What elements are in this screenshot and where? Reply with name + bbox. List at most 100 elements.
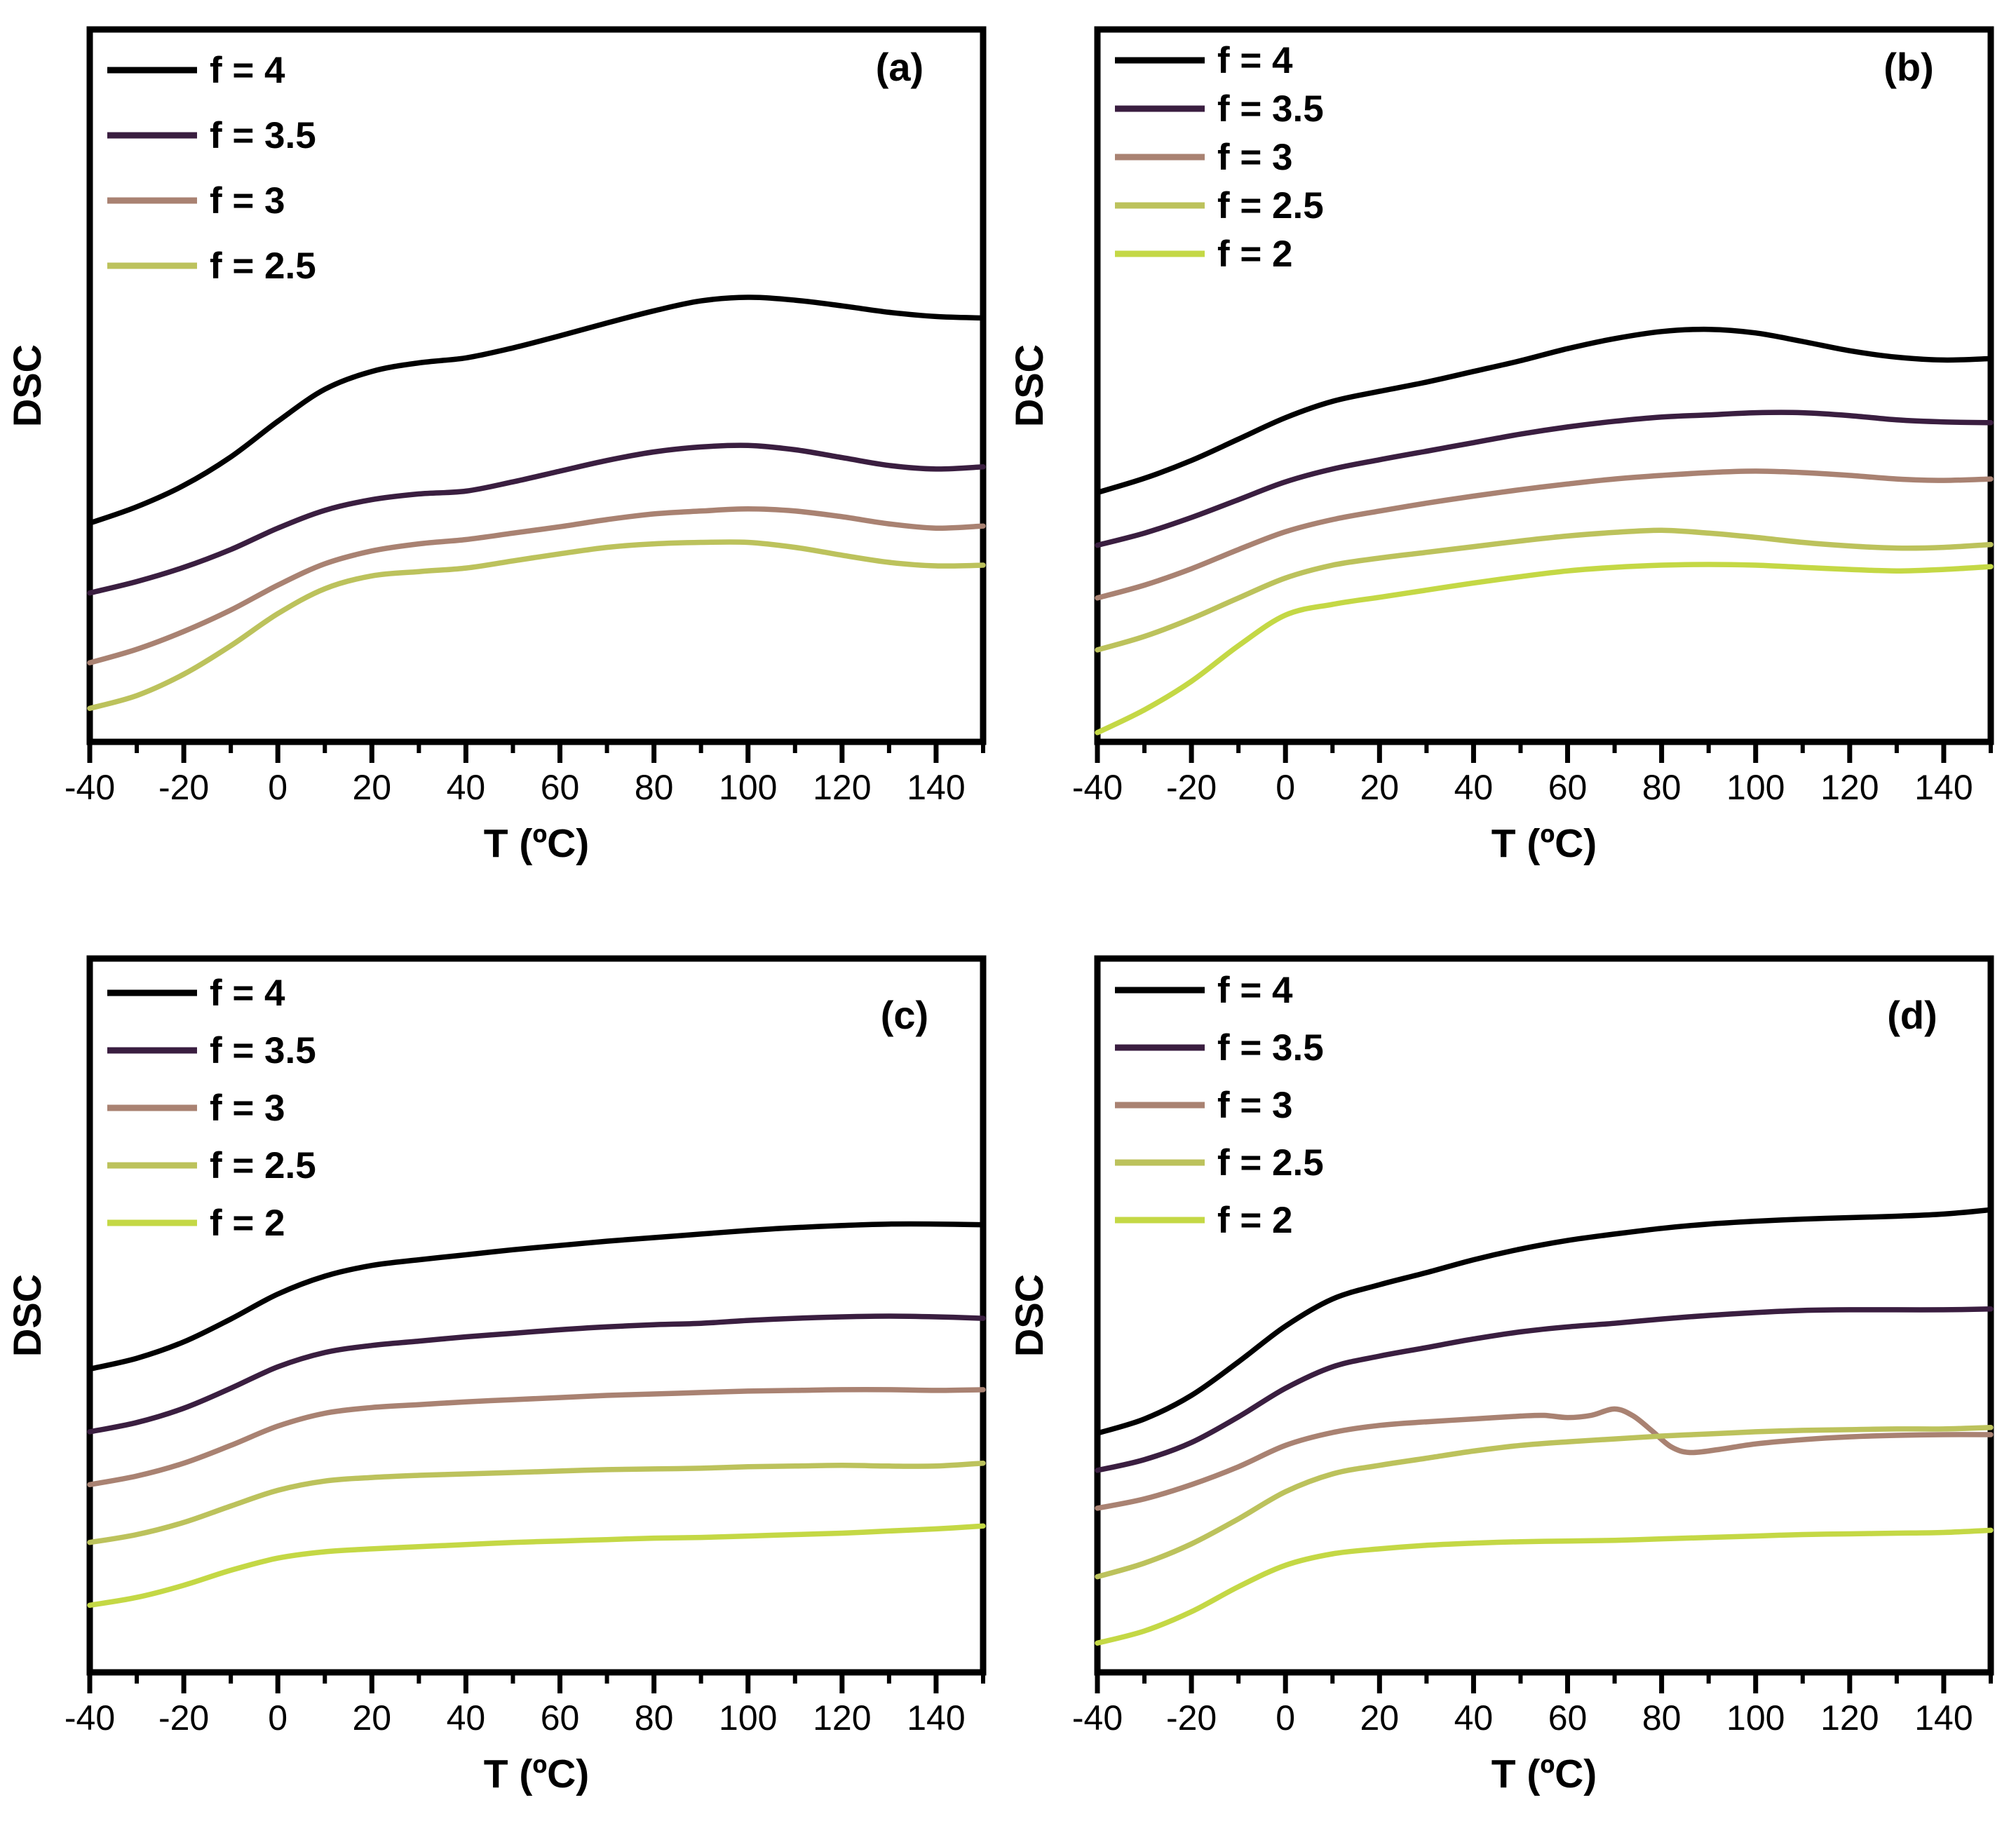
legend-label: f = 3.5 — [1217, 1027, 1324, 1069]
legend-item: f = 2 — [1115, 1200, 1293, 1241]
dsc-plot-panel-a: -40 -20 0 20 40 60 80 100 120 140 T (ºC) DSC (a) f = … — [5, 26, 987, 866]
legend-label: f = 4 — [1217, 40, 1293, 81]
legend-label: f = 4 — [210, 973, 285, 1014]
x-axis-title: T (ºC) — [1491, 821, 1597, 866]
x-tick-label: -20 — [1166, 1698, 1217, 1738]
y-axis-title: DSC — [5, 344, 49, 427]
legend-label: f = 2 — [210, 1203, 285, 1244]
curves — [1095, 326, 1994, 736]
panel-letter: (c) — [881, 993, 928, 1037]
legend-item: f = 4 — [107, 50, 285, 91]
x-tick-label: 120 — [1820, 1698, 1879, 1738]
curves — [1095, 1207, 1994, 1646]
x-tick-label: 120 — [813, 1698, 871, 1738]
x-tick-label: 80 — [1642, 768, 1682, 807]
dsc-plot-panel-c: -40 -20 0 20 40 60 80 100 120 140 T (ºC) DSC (c) f = … — [5, 955, 987, 1796]
x-tick-label: 100 — [719, 768, 777, 807]
legend-label: f = 3 — [1217, 137, 1293, 178]
x-tick-label: 40 — [1454, 1698, 1494, 1738]
dsc-plot-panel-d: -40 -20 0 20 40 60 80 100 120 140 T (ºC) DSC (d) f = … — [1008, 955, 1994, 1796]
legend-label: f = 3.5 — [210, 115, 316, 156]
x-tick-label: 100 — [719, 1698, 777, 1738]
x-tick-label: -40 — [65, 1698, 115, 1738]
x-tick-label: 0 — [1276, 1698, 1295, 1738]
legend: f = 4 f = 3.5 f = 3 f = 2.5 f = 2 — [1115, 970, 1324, 1241]
x-tick-label: -20 — [158, 1698, 209, 1738]
y-axis-title: DSC — [1008, 1274, 1051, 1357]
legend-item: f = 4 — [1115, 40, 1293, 81]
x-tick-label: 80 — [1642, 1698, 1682, 1738]
legend-label: f = 2.5 — [210, 1145, 316, 1186]
legend-label: f = 4 — [210, 50, 285, 91]
plot-frame — [1094, 955, 1994, 1676]
dsc-curve-2.5 — [1095, 527, 1994, 653]
x-tick-label: 60 — [541, 768, 580, 807]
x-axis-title: T (ºC) — [484, 1752, 590, 1796]
x-tick-label: 120 — [1820, 768, 1879, 807]
legend-label: f = 3.5 — [1217, 88, 1324, 130]
panel-letter: (b) — [1883, 45, 1934, 89]
legend-label: f = 3 — [210, 1088, 285, 1129]
x-tick-label: 100 — [1726, 768, 1785, 807]
legend-item: f = 2 — [107, 1203, 285, 1244]
y-axis-title: DSC — [1008, 344, 1051, 427]
legend-label: f = 3 — [210, 180, 285, 222]
dsc-curve-2.5 — [87, 539, 986, 711]
x-axis: -40 -20 0 20 40 60 80 100 120 140 — [1072, 1672, 1993, 1738]
legend-item: f = 3 — [1115, 137, 1293, 178]
dsc-curve-4 — [87, 1221, 986, 1372]
x-tick-label: 40 — [1454, 768, 1494, 807]
dsc-curve-3 — [1095, 1406, 1994, 1511]
plot-frame — [1094, 26, 1994, 745]
x-tick-label: -20 — [158, 768, 209, 807]
x-tick-label: 140 — [907, 768, 965, 807]
x-tick-label: 80 — [635, 1698, 674, 1738]
x-tick-label: 40 — [447, 768, 486, 807]
legend: f = 4 f = 3.5 f = 3 f = 2.5 f = 2 — [107, 973, 316, 1244]
x-axis: -40 -20 0 20 40 60 80 100 120 140 — [65, 742, 985, 807]
x-tick-label: 0 — [268, 768, 287, 807]
x-tick-label: -40 — [1072, 1698, 1123, 1738]
legend-label: f = 2 — [1217, 233, 1293, 275]
dsc-curve-4 — [1095, 326, 1994, 496]
legend-label: f = 2.5 — [1217, 185, 1324, 226]
curves — [87, 1221, 986, 1609]
x-tick-label: 60 — [541, 1698, 580, 1738]
legend-label: f = 2.5 — [210, 245, 316, 287]
dsc-curve-3 — [87, 1387, 986, 1488]
legend-label: f = 3 — [1217, 1085, 1293, 1126]
legend-item: f = 3.5 — [1115, 88, 1324, 130]
x-tick-label: 0 — [1276, 768, 1295, 807]
legend: f = 4 f = 3.5 f = 3 f = 2.5 — [107, 50, 316, 287]
legend-item: f = 2 — [1115, 233, 1293, 275]
dsc-curve-3 — [87, 506, 986, 665]
x-tick-label: 40 — [447, 1698, 486, 1738]
legend-item: f = 4 — [1115, 970, 1293, 1011]
legend-item: f = 4 — [107, 973, 285, 1014]
x-tick-label: -20 — [1166, 768, 1217, 807]
plot-frame — [86, 955, 987, 1676]
x-tick-label: 120 — [813, 768, 871, 807]
x-tick-label: 60 — [1548, 768, 1588, 807]
x-tick-label: 100 — [1726, 1698, 1785, 1738]
panel-letter: (d) — [1887, 993, 1937, 1037]
dsc-curve-3 — [1095, 468, 1994, 601]
x-axis-title: T (ºC) — [484, 821, 590, 866]
legend-item: f = 2.5 — [107, 245, 316, 287]
legend-item: f = 3 — [107, 1088, 285, 1129]
x-axis: -40 -20 0 20 40 60 80 100 120 140 — [1072, 742, 1993, 807]
y-axis-title: DSC — [5, 1274, 49, 1357]
dsc-curve-3.5 — [1095, 1306, 1994, 1473]
dsc-curve-4 — [87, 295, 986, 526]
legend-label: f = 3.5 — [210, 1030, 316, 1071]
x-tick-label: 20 — [353, 1698, 392, 1738]
curves — [87, 295, 986, 711]
x-tick-label: 140 — [907, 1698, 965, 1738]
x-tick-label: -40 — [65, 768, 115, 807]
legend-item: f = 2.5 — [1115, 185, 1324, 226]
legend-item: f = 3 — [1115, 1085, 1293, 1126]
dsc-curve-3.5 — [1095, 409, 1994, 548]
x-tick-label: 20 — [1360, 768, 1400, 807]
plot-frame — [86, 26, 987, 745]
